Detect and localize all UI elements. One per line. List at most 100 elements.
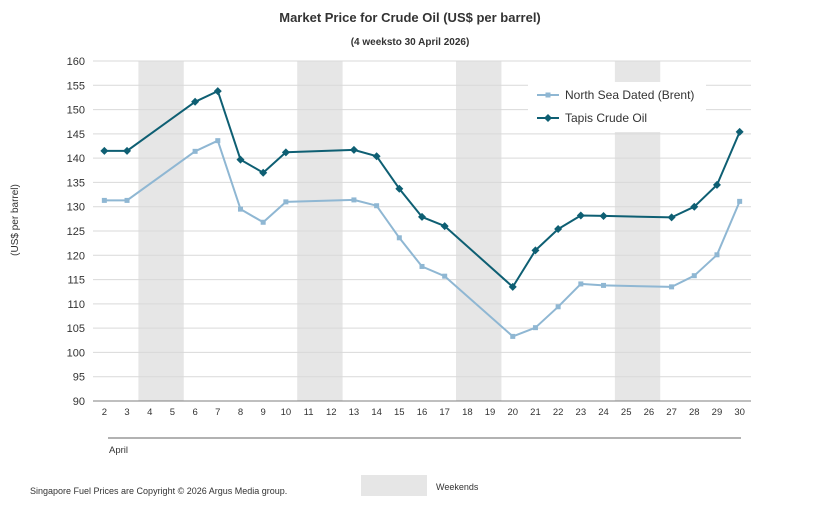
x-tick-16: 16 [417, 407, 428, 418]
y-tick-90: 90 [73, 396, 85, 408]
x-tick-6: 6 [192, 407, 197, 418]
point-s0-d8 [237, 206, 243, 212]
x-tick-21: 21 [530, 407, 541, 418]
x-tick-labels: 2 3 4 5 6 7 8 9 10 11 12 13 14 15 16 17 18 19 20 21 22 23 24 25… [102, 407, 745, 418]
point-s0-d28 [691, 273, 697, 279]
point-s1-d8 [236, 155, 245, 164]
point-s0-d2 [101, 197, 107, 203]
x-tick-14: 14 [371, 407, 382, 418]
chart-title: Market Price for Crude Oil (US$ per barr… [279, 10, 541, 25]
x-tick-5: 5 [170, 407, 175, 418]
x-tick-28: 28 [689, 407, 700, 418]
point-s1-d15 [395, 184, 404, 193]
weekend-legend-label: Weekends [436, 482, 479, 492]
point-s0-d27 [669, 284, 675, 290]
chart-subtitle: (4 weeksto 30 April 2026) [351, 37, 470, 48]
point-s1-d14 [372, 152, 381, 161]
copyright-footer: Singapore Fuel Prices are Copyright © 20… [30, 486, 287, 496]
point-s1-d28 [690, 202, 699, 211]
y-tick-125: 125 [67, 226, 85, 238]
point-s1-d9 [259, 168, 268, 177]
point-s0-d16 [419, 263, 425, 269]
point-s0-d6 [192, 148, 198, 154]
point-s0-d15 [396, 235, 402, 241]
x-tick-30: 30 [734, 407, 745, 418]
x-tick-11: 11 [304, 407, 314, 418]
legend-box [528, 82, 706, 132]
weekend-legend-swatch [361, 475, 427, 496]
point-s1-d10 [281, 148, 290, 157]
y-tick-120: 120 [67, 250, 85, 262]
point-s1-d23 [576, 211, 585, 220]
point-s0-d23 [578, 281, 584, 287]
point-s1-d7 [213, 87, 222, 96]
legend-tapis-label: Tapis Crude Oil [565, 111, 647, 125]
point-s0-d30 [737, 198, 743, 204]
x-tick-9: 9 [261, 407, 266, 418]
point-s0-d29 [714, 252, 720, 258]
gridlines [93, 60, 751, 402]
point-s0-d24 [601, 282, 607, 288]
point-s1-d3 [123, 146, 132, 155]
x-tick-23: 23 [576, 407, 587, 418]
legend-brent-marker [545, 92, 551, 98]
x-tick-27: 27 [666, 407, 677, 418]
point-s1-d6 [191, 97, 200, 106]
point-s0-d21 [532, 325, 538, 331]
legend-tapis-marker [544, 114, 552, 122]
y-tick-95: 95 [73, 372, 85, 384]
x-tick-13: 13 [349, 407, 360, 418]
point-s0-d10 [283, 199, 289, 205]
x-tick-26: 26 [644, 407, 655, 418]
y-tick-140: 140 [67, 153, 85, 165]
y-tick-105: 105 [67, 323, 85, 335]
point-s1-d20 [508, 282, 517, 291]
point-s1-d17 [440, 222, 449, 231]
point-s0-d22 [555, 304, 561, 310]
point-s1-d21 [531, 246, 540, 255]
y-tick-145: 145 [67, 129, 85, 141]
y-tick-150: 150 [67, 105, 85, 117]
x-tick-24: 24 [598, 407, 609, 418]
point-s1-d24 [599, 211, 608, 220]
point-s1-d29 [712, 180, 721, 189]
x-tick-7: 7 [215, 407, 220, 418]
point-s0-d14 [374, 203, 380, 209]
x-tick-20: 20 [507, 407, 518, 418]
x-tick-17: 17 [439, 407, 450, 418]
x-tick-25: 25 [621, 407, 632, 418]
point-s1-d16 [418, 212, 426, 221]
point-s1-d30 [735, 127, 744, 136]
point-s0-d9 [260, 219, 266, 225]
series-markers [100, 87, 744, 339]
x-tick-4: 4 [147, 407, 152, 418]
y-tick-100: 100 [67, 347, 85, 359]
point-s0-d13 [351, 197, 357, 203]
x-tick-29: 29 [712, 407, 723, 418]
point-s0-d20 [510, 333, 516, 339]
x-tick-10: 10 [281, 407, 292, 418]
y-tick-115: 115 [67, 275, 85, 287]
point-s1-d22 [554, 225, 563, 234]
point-s0-d17 [442, 273, 448, 279]
x-tick-8: 8 [238, 407, 243, 418]
month-label: April [109, 445, 128, 456]
y-tick-110: 110 [67, 299, 85, 311]
x-tick-12: 12 [326, 407, 337, 418]
y-axis-label: (US$ per barrel) [10, 184, 21, 256]
x-tick-2: 2 [102, 407, 107, 418]
y-tick-135: 135 [67, 177, 85, 189]
legend: North Sea Dated (Brent) Tapis Crude Oil [528, 82, 706, 132]
y-tick-130: 130 [67, 202, 85, 214]
point-s1-d27 [667, 213, 676, 222]
y-tick-155: 155 [67, 80, 85, 92]
legend-brent-label: North Sea Dated (Brent) [565, 88, 694, 102]
x-tick-19: 19 [485, 407, 496, 418]
x-tick-15: 15 [394, 407, 405, 418]
y-tick-160: 160 [67, 56, 85, 68]
point-s1-d13 [349, 145, 358, 154]
x-tick-22: 22 [553, 407, 564, 418]
point-s0-d7 [215, 138, 221, 144]
point-s1-d2 [100, 146, 109, 155]
